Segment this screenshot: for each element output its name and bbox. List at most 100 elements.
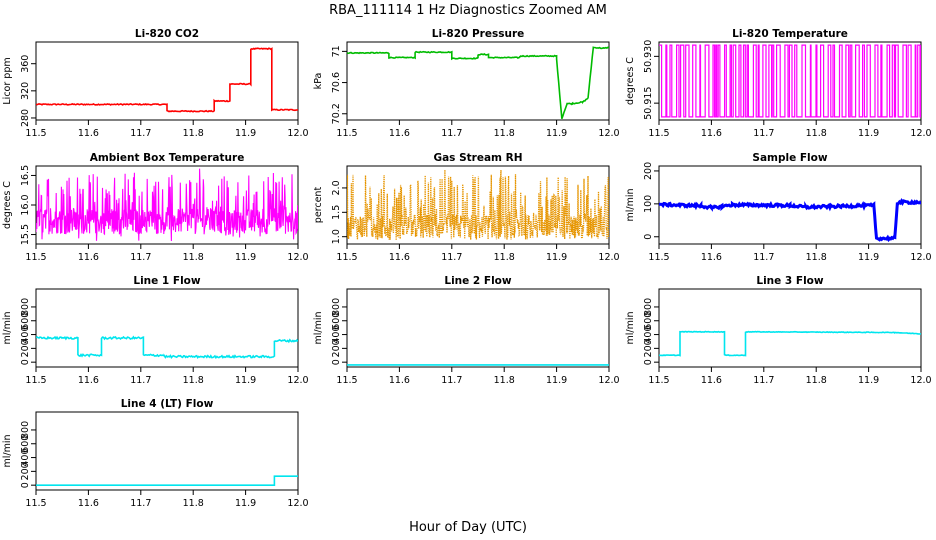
x-tick-label: 11.6 — [78, 252, 99, 263]
y-axis-label: ml/min — [625, 188, 636, 221]
y-axis-label: degrees C — [625, 57, 636, 105]
y-tick-label: 600 — [643, 312, 654, 330]
panel-title: Line 4 (LT) Flow — [121, 398, 214, 410]
y-tick-label: 0 — [20, 482, 31, 488]
panels: Li-820 CO2 11.5 11.6 11.7 11.8 11.9 12.0 280 320… — [2, 28, 932, 509]
series-group — [659, 198, 921, 243]
x-tick-label: 11.6 — [701, 375, 722, 386]
series-line — [659, 330, 921, 357]
plot-frame — [35, 411, 299, 491]
x-tick-label: 11.5 — [25, 252, 46, 263]
plot-frame — [35, 288, 299, 368]
figure-xlabel: Hour of Day (UTC) — [409, 520, 527, 535]
plot-frame — [346, 288, 610, 368]
panel-title: Line 3 Flow — [756, 275, 823, 287]
y-tick-label: 400 — [20, 448, 31, 466]
x-tick-label: 11.9 — [235, 128, 256, 139]
y-tick-label: 600 — [20, 312, 31, 330]
y-tick-label: 200 — [643, 339, 654, 357]
series-group — [36, 168, 298, 242]
y-tick-label: 800 — [331, 298, 342, 316]
y-tick-label: 50.915 — [643, 87, 654, 120]
series-group — [36, 47, 298, 113]
x-tick-label: 11.8 — [494, 252, 515, 263]
x-tick-label: 11.8 — [183, 375, 204, 386]
panel-9: Line 3 Flow 11.5 11.6 11.7 11.8 11.9 12.0 0 2004… — [625, 275, 932, 386]
y-tick-label: 400 — [643, 325, 654, 343]
x-tick-label: 12.0 — [287, 128, 308, 139]
x-tick-label: 12.0 — [287, 252, 308, 263]
x-tick-label: 11.7 — [753, 252, 774, 263]
y-tick-label: 360 — [20, 55, 31, 73]
x-tick-label: 11.9 — [858, 375, 879, 386]
x-tick-label: 11.9 — [546, 128, 567, 139]
panel-7: Line 1 Flow 11.5 11.6 11.7 11.8 11.9 12.0 0 2004… — [2, 275, 309, 386]
x-tick-label: 11.9 — [235, 375, 256, 386]
y-tick-label: 1.5 — [331, 205, 342, 220]
panel-title: Line 1 Flow — [133, 275, 200, 287]
x-tick-label: 11.7 — [753, 128, 774, 139]
y-tick-label: 800 — [643, 298, 654, 316]
panel-4: Ambient Box Temperature 11.5 11.6 11.7 11.8 1… — [2, 152, 309, 263]
panel-1: Li-820 CO2 11.5 11.6 11.7 11.8 11.9 12.0 280 320… — [2, 28, 309, 139]
panel-title: Li-820 Pressure — [432, 28, 525, 40]
y-tick-label: 0 — [643, 359, 654, 365]
y-axis-label: ml/min — [625, 311, 636, 344]
y-tick-label: 600 — [20, 435, 31, 453]
y-tick-label: 50.930 — [643, 40, 654, 73]
y-tick-label: 280 — [20, 109, 31, 127]
x-tick-label: 12.0 — [598, 252, 619, 263]
x-tick-label: 12.0 — [598, 128, 619, 139]
y-tick-label: 400 — [331, 325, 342, 343]
x-tick-label: 11.8 — [806, 128, 827, 139]
series-group — [347, 169, 609, 241]
x-tick-label: 11.5 — [25, 498, 46, 509]
y-tick-label: 0 — [331, 359, 342, 365]
y-axis-label: ml/min — [2, 434, 13, 467]
x-tick-label: 11.5 — [648, 128, 669, 139]
x-tick-label: 11.5 — [336, 128, 357, 139]
series-line — [36, 475, 298, 487]
x-tick-label: 11.5 — [25, 375, 46, 386]
series-line — [347, 169, 609, 241]
panel-title: Li-820 Temperature — [732, 28, 848, 40]
x-tick-label: 11.6 — [389, 375, 410, 386]
series-line — [36, 168, 298, 242]
series-group — [659, 44, 921, 118]
panel-title: Sample Flow — [752, 152, 827, 164]
y-tick-label: 320 — [20, 82, 31, 100]
y-tick-label: 16.0 — [20, 194, 31, 215]
x-tick-label: 11.8 — [494, 375, 515, 386]
x-tick-label: 11.8 — [494, 128, 515, 139]
y-tick-label: 200 — [643, 162, 654, 180]
y-axis-label: degrees C — [2, 181, 13, 229]
x-tick-label: 11.9 — [858, 128, 879, 139]
x-tick-label: 11.7 — [441, 252, 462, 263]
x-tick-label: 11.7 — [753, 375, 774, 386]
y-axis-label: percent — [313, 187, 324, 224]
x-tick-label: 11.6 — [701, 252, 722, 263]
y-tick-label: 100 — [643, 195, 654, 213]
x-tick-label: 11.7 — [130, 375, 151, 386]
y-axis-label: ml/min — [313, 311, 324, 344]
x-tick-label: 11.9 — [235, 498, 256, 509]
series-group — [36, 475, 298, 487]
x-tick-label: 12.0 — [287, 498, 308, 509]
x-tick-label: 11.7 — [130, 498, 151, 509]
x-tick-label: 12.0 — [598, 375, 619, 386]
y-tick-label: 70.6 — [331, 72, 342, 93]
y-tick-label: 15.5 — [20, 224, 31, 245]
series-group — [36, 335, 298, 360]
y-tick-label: 1.0 — [331, 229, 342, 244]
x-tick-label: 11.8 — [183, 498, 204, 509]
x-tick-label: 11.9 — [235, 252, 256, 263]
x-tick-label: 11.5 — [336, 375, 357, 386]
x-tick-label: 11.6 — [389, 252, 410, 263]
y-tick-label: 2.0 — [331, 180, 342, 195]
panel-title: Gas Stream RH — [433, 152, 522, 164]
series-group — [659, 330, 921, 357]
x-tick-label: 11.7 — [130, 252, 151, 263]
y-tick-label: 800 — [20, 298, 31, 316]
panel-10: Line 4 (LT) Flow 11.5 11.6 11.7 11.8 11.9 12.0… — [2, 398, 309, 509]
